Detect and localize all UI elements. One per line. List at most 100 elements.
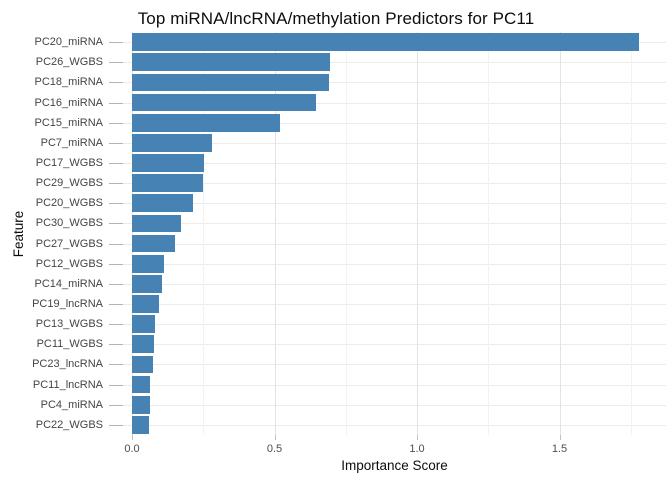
h-gridline — [123, 304, 666, 306]
y-tick-label: PC16_miRNA — [34, 96, 103, 109]
v-gridline-major — [132, 32, 133, 435]
y-tick-mark — [109, 404, 123, 406]
bar-PC4_miRNA — [132, 395, 150, 414]
x-tick-mark — [274, 435, 276, 440]
h-gridline — [123, 243, 666, 245]
v-gridline-major — [274, 32, 276, 435]
h-gridline — [123, 142, 666, 144]
y-tick-label: PC11_WGBS — [36, 338, 103, 351]
x-tick-label: 1.0 — [409, 443, 425, 455]
y-tick-label: PC29_WGBS — [35, 177, 103, 190]
y-tick-label: PC18_miRNA — [34, 76, 103, 89]
y-tick-mark — [109, 223, 123, 225]
h-gridline — [123, 203, 666, 205]
y-tick-mark — [109, 82, 123, 84]
h-gridline — [123, 364, 666, 366]
y-tick-mark — [109, 122, 123, 124]
h-gridline — [123, 223, 666, 225]
y-tick-mark — [109, 324, 123, 326]
y-tick-mark — [109, 162, 123, 164]
bar-PC20_WGBS — [132, 194, 193, 213]
h-gridline — [123, 102, 666, 104]
bar-PC19_lncRNA — [132, 295, 159, 313]
y-tick-label: PC17_WGBS — [35, 156, 103, 169]
v-gridline-minor — [203, 32, 205, 435]
h-gridline — [123, 404, 666, 406]
bar-PC12_WGBS — [132, 254, 165, 273]
y-tick-label: PC19_lncRNA — [32, 298, 103, 311]
y-tick-mark — [109, 384, 123, 386]
h-gridline — [123, 263, 666, 265]
v-gridline-minor — [345, 32, 347, 435]
h-gridline — [123, 162, 666, 164]
bar-PC16_miRNA — [132, 93, 316, 112]
y-tick-label: PC4_miRNA — [40, 398, 103, 411]
y-tick-label: PC20_miRNA — [34, 36, 103, 49]
bar-PC18_miRNA — [132, 73, 329, 92]
y-tick-label: PC15_miRNA — [34, 116, 103, 129]
bar-PC11_lncRNA — [132, 375, 150, 394]
y-tick-label: PC27_WGBS — [35, 237, 103, 250]
x-tick-mark — [559, 435, 561, 440]
x-tick-mark — [417, 435, 418, 440]
y-tick-label: PC26_WGBS — [35, 56, 103, 69]
bar-PC11_WGBS — [132, 335, 155, 354]
bar-PC15_miRNA — [132, 113, 281, 132]
h-gridline — [123, 82, 666, 84]
y-tick-mark — [109, 203, 123, 205]
x-tick-label: 1.5 — [551, 443, 568, 455]
h-gridline — [123, 283, 666, 285]
bar-PC29_WGBS — [132, 174, 203, 192]
h-gridline — [123, 122, 666, 124]
v-gridline-major — [417, 32, 418, 435]
plot-panel — [123, 32, 666, 435]
y-tick-label: PC12_WGBS — [35, 257, 103, 270]
x-tick-mark — [132, 435, 133, 440]
y-tick-label: PC14_miRNA — [34, 277, 103, 290]
y-tick-mark — [109, 364, 123, 366]
y-tick-label: PC13_WGBS — [35, 318, 103, 331]
bar-PC7_miRNA — [132, 133, 212, 152]
y-tick-label: PC23_lncRNA — [32, 358, 103, 371]
bar-PC14_miRNA — [132, 275, 162, 293]
bar-PC17_WGBS — [132, 154, 205, 172]
y-tick-label: PC22_WGBS — [35, 418, 103, 431]
y-tick-mark — [109, 263, 123, 265]
y-tick-label: PC7_miRNA — [40, 136, 103, 149]
y-tick-mark — [109, 304, 123, 306]
h-gridline — [123, 62, 666, 64]
v-gridline-minor — [488, 32, 490, 435]
y-tick-mark — [109, 344, 123, 346]
bar-PC20_miRNA — [132, 33, 640, 51]
y-tick-mark — [109, 42, 123, 44]
bar-PC30_WGBS — [132, 214, 181, 233]
v-gridline-minor — [630, 32, 632, 435]
h-gridline — [123, 344, 666, 346]
bar-PC22_WGBS — [132, 416, 149, 434]
x-tick-label: 0.0 — [124, 443, 140, 455]
y-tick-label: PC11_lncRNA — [32, 378, 103, 391]
y-tick-mark — [109, 62, 123, 64]
y-tick-label: PC20_WGBS — [35, 197, 103, 210]
y-tick-mark — [109, 142, 123, 144]
bar-PC26_WGBS — [132, 53, 331, 72]
h-gridline — [123, 324, 666, 326]
y-tick-mark — [109, 424, 123, 426]
v-gridline-major — [559, 32, 561, 435]
y-tick-mark — [109, 283, 123, 285]
y-tick-mark — [109, 102, 123, 104]
bar-PC23_lncRNA — [132, 355, 154, 374]
x-axis-title: Importance Score — [341, 458, 448, 473]
chart-title: Top miRNA/lncRNA/methylation Predictors … — [137, 9, 535, 28]
h-gridline — [123, 183, 666, 185]
y-axis-title: Feature — [11, 210, 26, 258]
y-tick-label: PC30_WGBS — [35, 217, 103, 230]
bar-PC27_WGBS — [132, 234, 176, 253]
bar-PC13_WGBS — [132, 315, 155, 333]
h-gridline — [123, 424, 666, 426]
y-tick-mark — [109, 243, 123, 245]
y-tick-mark — [109, 183, 123, 185]
h-gridline — [123, 384, 666, 386]
x-tick-label: 0.5 — [266, 443, 283, 455]
